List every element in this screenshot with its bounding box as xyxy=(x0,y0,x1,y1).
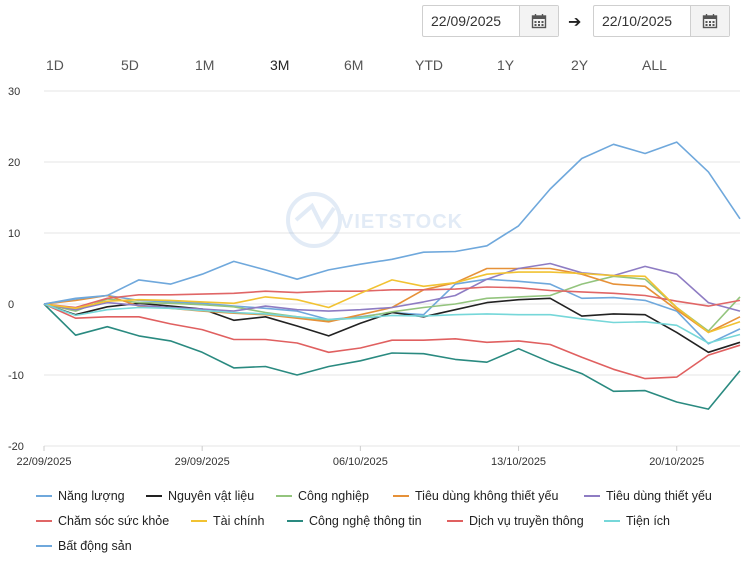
y-tick-label: 0 xyxy=(8,299,14,311)
watermark-text: VIETSTOCK xyxy=(340,211,463,233)
date-to-value: 22/10/2025 xyxy=(602,13,673,29)
legend-swatch xyxy=(191,520,207,522)
legend-label: Chăm sóc sức khỏe xyxy=(58,514,170,528)
legend-item[interactable]: Công nghệ thông tin xyxy=(287,514,422,528)
legend-label: Tiện ích xyxy=(626,514,671,528)
legend-label: Công nghệ thông tin xyxy=(309,514,422,528)
x-tick-label: 06/10/2025 xyxy=(333,456,388,468)
legend-label: Dịch vụ truyền thông xyxy=(469,514,584,528)
arrow-right-icon: ➔ xyxy=(568,14,582,31)
series-line-2 xyxy=(43,275,741,332)
legend-swatch xyxy=(36,545,52,547)
series-line-9 xyxy=(43,303,741,344)
grid xyxy=(43,90,740,451)
series-lines xyxy=(43,141,741,410)
range-button-1d[interactable]: 1D xyxy=(46,57,64,73)
range-button-1y[interactable]: 1Y xyxy=(497,57,515,73)
range-button-all[interactable]: ALL xyxy=(642,57,667,73)
line-chart: VIETSTOCK 30 20 10 0 -10 -20 22/09/2025 29/09/… xyxy=(8,86,741,468)
legend-item[interactable]: Bất động sản xyxy=(36,539,132,553)
legend-label: Tiêu dùng không thiết yếu xyxy=(415,489,559,503)
legend-label: Bất động sản xyxy=(58,539,132,553)
legend-label: Công nghiệp xyxy=(298,489,369,503)
x-tick-label: 29/09/2025 xyxy=(175,456,230,468)
legend-swatch xyxy=(393,495,409,497)
x-tick-label: 22/09/2025 xyxy=(16,456,71,468)
y-tick-label: 10 xyxy=(8,228,20,240)
x-tick-label: 13/10/2025 xyxy=(491,456,546,468)
legend-item[interactable]: Tiêu dùng không thiết yếu xyxy=(393,489,558,503)
range-button-2y[interactable]: 2Y xyxy=(571,57,589,73)
calendar-icon[interactable] xyxy=(519,6,558,36)
range-button-3m[interactable]: 3M xyxy=(270,57,290,73)
legend-swatch xyxy=(36,520,52,522)
legend-swatch xyxy=(604,520,620,522)
y-tick-label: 30 xyxy=(8,86,20,98)
range-selector: 1D 5D 1M 3M 6M YTD 1Y 2Y ALL xyxy=(0,57,742,79)
series-line-4 xyxy=(43,262,741,312)
legend-label: Tiêu dùng thiết yếu xyxy=(606,489,712,503)
legend-label: Năng lượng xyxy=(58,489,125,503)
y-tick-label: 20 xyxy=(8,157,20,169)
legend-swatch xyxy=(287,520,303,522)
date-to-field[interactable]: 22/10/2025 xyxy=(593,5,730,37)
range-button-6m[interactable]: 6M xyxy=(344,57,364,73)
legend-label: Tài chính xyxy=(213,514,265,528)
legend-item[interactable]: Chăm sóc sức khỏe xyxy=(36,514,169,528)
legend-swatch xyxy=(36,495,52,497)
legend-item[interactable]: Nguyên vật liệu xyxy=(146,489,254,503)
y-tick-label: -10 xyxy=(8,370,24,382)
legend-label: Nguyên vật liệu xyxy=(168,489,255,503)
y-axis: 30 20 10 0 -10 -20 xyxy=(8,86,24,453)
series-line-10 xyxy=(43,141,741,305)
legend-item[interactable]: Tiêu dùng thiết yếu xyxy=(584,489,712,503)
legend-swatch xyxy=(584,495,600,497)
legend-swatch xyxy=(447,520,463,522)
calendar-icon[interactable] xyxy=(690,6,729,36)
range-button-1m[interactable]: 1M xyxy=(195,57,215,73)
legend-item[interactable]: Tiện ích xyxy=(604,514,670,528)
legend-swatch xyxy=(276,495,292,497)
range-button-ytd[interactable]: YTD xyxy=(415,57,443,73)
legend-item[interactable]: Dịch vụ truyền thông xyxy=(447,514,584,528)
date-from-value: 22/09/2025 xyxy=(431,13,502,29)
series-line-6 xyxy=(43,271,741,334)
y-tick-label: -20 xyxy=(8,441,24,453)
x-tick-label: 20/10/2025 xyxy=(649,456,704,468)
x-axis: 22/09/2025 29/09/2025 06/10/2025 13/10/2025… xyxy=(16,456,704,468)
date-from-field[interactable]: 22/09/2025 xyxy=(422,5,559,37)
series-line-7 xyxy=(43,303,741,410)
series-line-8 xyxy=(43,303,741,380)
legend-item[interactable]: Năng lượng xyxy=(36,489,125,503)
range-button-5d[interactable]: 5D xyxy=(121,57,139,73)
legend-swatch xyxy=(146,495,162,497)
watermark: VIETSTOCK xyxy=(286,192,463,248)
legend-item[interactable]: Tài chính xyxy=(191,514,264,528)
legend-item[interactable]: Công nghiệp xyxy=(276,489,369,503)
series-line-5 xyxy=(43,286,741,309)
